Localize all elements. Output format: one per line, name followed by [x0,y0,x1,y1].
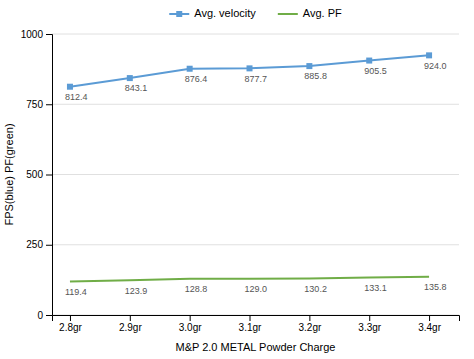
data-label: 123.9 [125,286,148,296]
x-tick-mark [309,315,310,321]
legend-entry: Avg. velocity [169,7,256,19]
point [127,75,133,81]
legend-entry: Avg. PF [278,7,342,19]
x-tick: 2.9gr [119,315,142,333]
x-tick: 3.4gr [418,315,441,333]
y-tick: 0 [37,310,52,321]
grid-line [52,174,459,175]
grid-line [52,34,459,35]
y-tick: 750 [26,99,52,110]
x-tick-label: 3.0gr [179,322,202,333]
y-axis: 0 250 500 750 1000 [21,29,53,321]
data-label: 812.4 [65,92,88,102]
y-axis-title: FPS(blue) PF(green) [3,123,15,225]
data-label: 876.4 [185,74,208,84]
legend: Avg. velocity Avg. PF [169,7,342,19]
x-tick-label: 3.2gr [298,322,321,333]
y-tick-label: 1000 [21,29,44,40]
y-tick: 250 [26,239,52,250]
grid [52,34,459,315]
y-tick-label: 750 [26,99,43,110]
point [67,84,73,90]
x-tick: 3.2gr [298,315,321,333]
x-axis-line [53,316,460,322]
x-tick-label: 3.1gr [239,322,262,333]
data-label: 135.8 [424,282,447,292]
x-tick-mark [190,315,191,321]
y-tick: 500 [26,169,52,180]
x-tick-mark [250,315,251,321]
x-tick-label: 3.3gr [358,322,381,333]
data-label: 128.8 [185,284,208,294]
legend-marker [176,11,182,17]
series-line [70,55,429,86]
y-tick-mark [46,315,52,316]
data-label: 119.4 [65,287,87,297]
data-label: 843.1 [125,83,148,93]
chart: 2.8gr 2.9gr 3.0gr 3.1gr 3.2gr 3.3gr 3.4gr 0 250 5… [0,0,474,359]
series-line [70,277,429,282]
y-tick-mark [46,175,52,176]
x-tick-label: 2.9gr [119,322,142,333]
plot-area [67,52,432,281]
x-tick: 3.0gr [179,315,202,333]
data-label: 130.2 [304,284,327,294]
data-label: 885.8 [304,71,327,81]
x-tick: 3.1gr [239,315,262,333]
data-label: 877.7 [245,74,268,84]
data-label: 133.1 [364,283,387,293]
data-labels: 812.4 843.1 876.4 877.7 885.8 905.5 924.0 119.4… [65,61,447,297]
x-axis-title: M&P 2.0 METAL Powder Charge [176,341,336,353]
x-axis: 2.8gr 2.9gr 3.0gr 3.1gr 3.2gr 3.3gr 3.4gr [53,315,460,333]
x-tick: 2.8gr [59,315,82,333]
y-tick-mark [46,245,52,246]
y-tick-mark [46,104,52,105]
x-tick-mark [369,315,370,321]
point [187,66,193,72]
x-tick-mark [429,315,430,321]
grid-line [52,104,459,105]
x-tick-mark [130,315,131,321]
data-label: 905.5 [364,66,387,76]
legend-swatch [278,13,298,15]
point [247,65,253,71]
data-label: 129.0 [245,284,268,294]
point [306,63,312,69]
y-axis-line [46,35,53,316]
y-tick-label: 0 [37,310,43,321]
y-tick-mark [46,34,52,35]
x-tick: 3.3gr [358,315,381,333]
x-tick-label: 2.8gr [59,322,82,333]
point [426,52,432,58]
y-tick-label: 250 [26,239,43,250]
legend-label: Avg. velocity [194,7,256,19]
x-tick-mark [70,315,71,321]
grid-line [52,244,459,245]
x-tick-label: 3.4gr [418,322,441,333]
y-tick: 1000 [21,29,52,40]
legend-label: Avg. PF [303,7,342,19]
y-tick-label: 500 [26,169,43,180]
data-label: 924.0 [424,61,447,71]
point [366,58,372,64]
